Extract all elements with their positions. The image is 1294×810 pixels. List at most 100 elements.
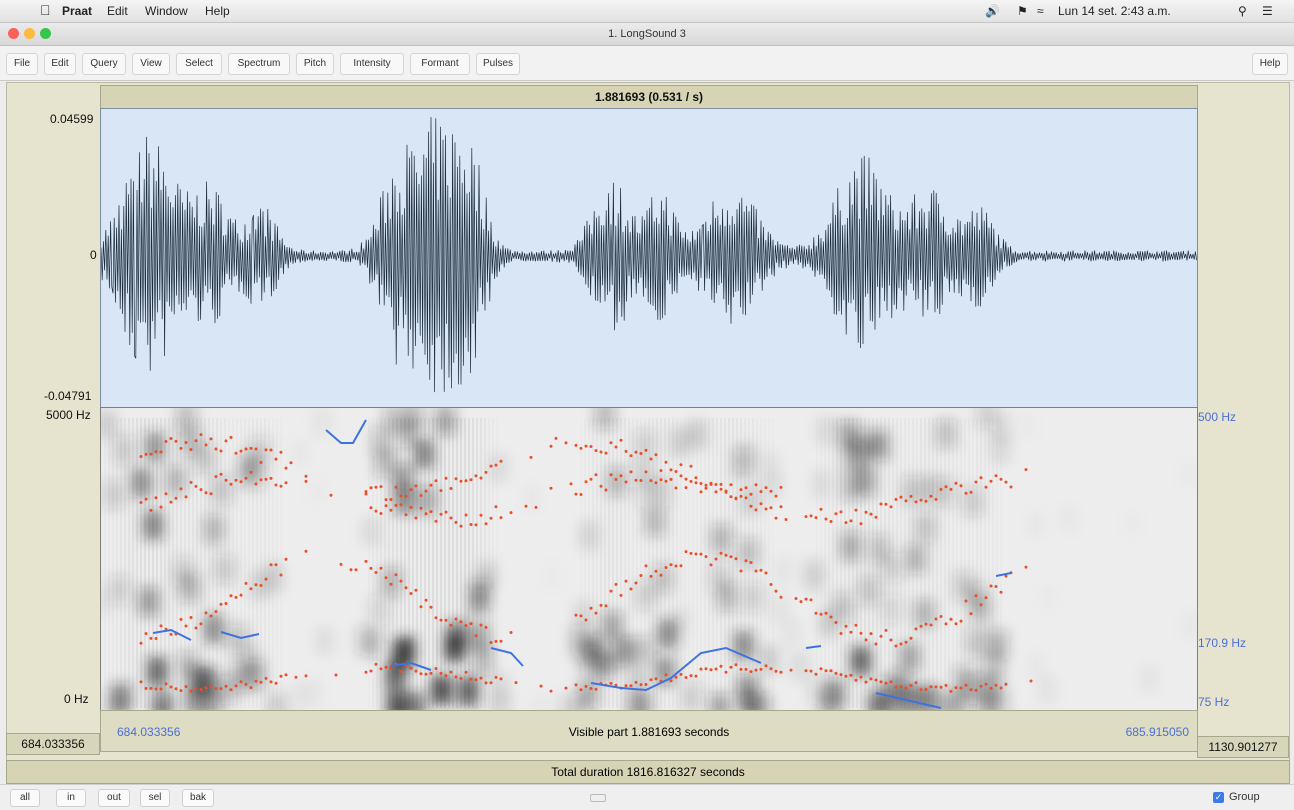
minimize-window-button[interactable] — [24, 28, 35, 39]
formant-dot — [209, 437, 213, 441]
formant-dot — [814, 516, 818, 520]
formant-dot — [739, 667, 743, 671]
total-duration-bar[interactable]: Total duration 1816.816327 seconds — [6, 760, 1290, 784]
formant-dot — [759, 502, 763, 506]
zoom-window-button[interactable] — [40, 28, 51, 39]
menu-intensity[interactable]: Intensity — [340, 53, 404, 75]
visible-end-time: 685.915050 — [1125, 725, 1189, 739]
formant-dot — [234, 478, 238, 482]
formant-dot — [774, 516, 778, 520]
formant-dot — [674, 564, 678, 568]
menu-help-editor[interactable]: Help — [1252, 53, 1288, 75]
menu-formant[interactable]: Formant — [410, 53, 470, 75]
zoom-out-button[interactable]: out — [98, 789, 130, 807]
group-checkbox[interactable]: ✓ — [1213, 792, 1224, 803]
formant-dot — [444, 618, 448, 622]
formant-dot — [489, 681, 493, 685]
menu-file[interactable]: File — [6, 53, 38, 75]
waveform-plot[interactable] — [101, 109, 1197, 407]
formant-dot — [579, 446, 583, 450]
selection-duration-bar[interactable]: 1.881693 (0.531 / s) — [100, 85, 1198, 109]
formant-dot — [434, 479, 438, 483]
formant-dot — [579, 493, 583, 496]
clock[interactable]: Lun 14 set. 2:43 a.m. — [1058, 4, 1171, 18]
menu-edit[interactable]: Edit — [107, 4, 128, 18]
formant-dot — [949, 617, 953, 621]
formant-dot — [679, 463, 683, 467]
formant-dot — [714, 483, 718, 486]
formant-dot — [459, 479, 463, 483]
formant-dot — [594, 449, 598, 453]
formant-dot — [669, 563, 673, 567]
formant-dot — [329, 493, 333, 497]
spotlight-search-icon[interactable]: ⚲ — [1238, 4, 1247, 18]
formant-dot — [1024, 468, 1028, 472]
formant-dot — [414, 669, 418, 673]
formant-dot — [464, 670, 468, 674]
formant-dot — [934, 497, 938, 501]
formant-dot — [969, 688, 973, 692]
formant-dot — [459, 524, 463, 528]
zoom-in-button[interactable]: in — [56, 789, 86, 807]
formant-dot — [769, 506, 773, 510]
formant-dot — [144, 687, 148, 690]
formant-dot — [974, 594, 978, 598]
formant-dot — [644, 564, 648, 568]
menu-query[interactable]: Query — [82, 53, 126, 75]
formant-dot — [454, 617, 458, 621]
zoom-to-selection-button[interactable]: sel — [140, 789, 170, 807]
formant-dot — [724, 670, 728, 674]
formant-dot — [354, 568, 358, 572]
menu-pulses[interactable]: Pulses — [476, 53, 520, 75]
formant-dot — [599, 450, 603, 454]
flag-icon[interactable]: ⚑ — [1017, 4, 1028, 18]
volume-icon[interactable]: 🔊 — [985, 4, 1000, 18]
menu-edit-editor[interactable]: Edit — [44, 53, 76, 75]
formant-dot — [1009, 485, 1013, 489]
apple-icon[interactable]:  — [40, 2, 51, 18]
formant-dot — [174, 496, 178, 500]
formant-dot — [589, 606, 593, 610]
close-window-button[interactable] — [8, 28, 19, 39]
right-outside-time[interactable]: 1130.901277 — [1197, 736, 1289, 758]
formant-dot — [214, 475, 218, 479]
spectrogram-plot[interactable] — [101, 408, 1197, 710]
wifi-icon[interactable]: ≈ — [1037, 4, 1044, 18]
formant-dot — [184, 495, 188, 499]
formant-dot — [284, 481, 288, 485]
formant-dot — [399, 579, 403, 583]
left-outside-time[interactable]: 684.033356 — [6, 733, 100, 755]
visible-part-bar[interactable]: 684.033356 Visible part 1.881693 seconds… — [100, 710, 1198, 752]
formant-dot — [269, 476, 273, 480]
formant-dot — [374, 662, 378, 666]
formant-dot — [694, 552, 698, 556]
formant-dot — [704, 555, 708, 559]
formant-dot — [719, 551, 723, 555]
resize-handle-icon[interactable] — [590, 794, 606, 802]
formant-dot — [624, 684, 628, 688]
spectrogram-panel[interactable] — [100, 407, 1198, 711]
formant-dot — [539, 684, 543, 688]
formant-dot — [184, 441, 188, 444]
menu-help[interactable]: Help — [205, 4, 230, 18]
formant-dot — [469, 523, 473, 526]
formant-dot — [489, 464, 493, 468]
menu-pitch[interactable]: Pitch — [296, 53, 334, 75]
formant-dot — [814, 672, 818, 676]
menu-select[interactable]: Select — [176, 53, 222, 75]
zoom-back-button[interactable]: bak — [182, 789, 214, 807]
formant-dot — [494, 505, 498, 509]
menu-view[interactable]: View — [132, 53, 170, 75]
formant-dot — [384, 504, 388, 508]
view-all-button[interactable]: all — [10, 789, 40, 807]
formant-dot — [444, 510, 448, 514]
notification-center-icon[interactable]: ☰ — [1262, 4, 1273, 18]
formant-dot — [404, 586, 408, 590]
formant-dot — [749, 670, 753, 674]
formant-dot — [499, 516, 503, 520]
spectrogram-energy — [101, 408, 1058, 710]
menu-window[interactable]: Window — [145, 4, 188, 18]
waveform-panel[interactable] — [100, 108, 1198, 408]
menu-praat[interactable]: Praat — [62, 4, 93, 18]
menu-spectrum[interactable]: Spectrum — [228, 53, 290, 75]
